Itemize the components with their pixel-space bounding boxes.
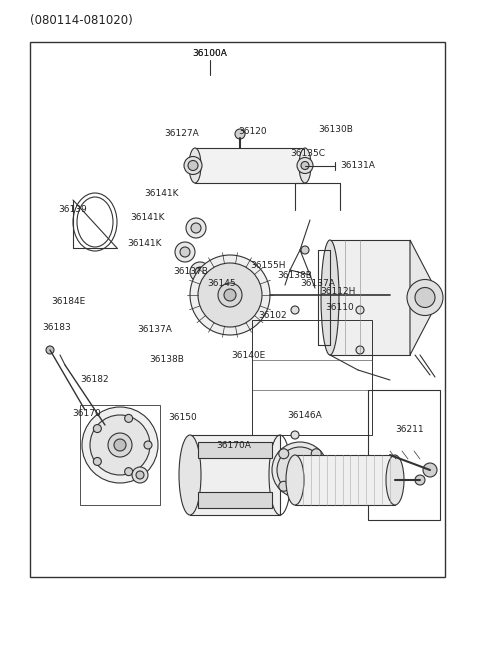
Circle shape [224, 289, 236, 301]
Circle shape [292, 462, 308, 478]
Circle shape [415, 288, 435, 307]
Circle shape [186, 218, 206, 238]
Circle shape [93, 424, 101, 432]
Circle shape [279, 449, 289, 458]
Circle shape [291, 431, 299, 439]
Text: 36137A: 36137A [300, 280, 336, 288]
Text: 36130B: 36130B [319, 126, 353, 134]
Text: 36100A: 36100A [192, 48, 228, 58]
Ellipse shape [299, 148, 311, 183]
Bar [252, 320, 372, 435]
Text: 36211: 36211 [396, 426, 424, 434]
Circle shape [114, 439, 126, 451]
Ellipse shape [179, 435, 201, 515]
Text: 36110: 36110 [325, 303, 354, 312]
Circle shape [291, 306, 299, 314]
Circle shape [235, 129, 245, 139]
Circle shape [415, 475, 425, 485]
Text: 36137A: 36137A [138, 326, 172, 335]
Text: 36120: 36120 [239, 126, 267, 136]
Bar [330, 240, 410, 355]
Circle shape [311, 449, 321, 458]
Circle shape [132, 467, 148, 483]
Text: 36141K: 36141K [128, 238, 162, 248]
Text: 36140E: 36140E [231, 350, 265, 360]
Circle shape [82, 407, 158, 483]
Text: 36183: 36183 [43, 322, 72, 331]
Circle shape [218, 283, 242, 307]
Text: 36138B: 36138B [277, 271, 312, 280]
Text: 36100A: 36100A [192, 50, 228, 58]
Text: 36141K: 36141K [145, 189, 179, 198]
Text: 36131A: 36131A [341, 160, 375, 170]
Bar [30, 42, 445, 577]
Circle shape [144, 441, 152, 449]
Bar [368, 390, 440, 520]
Circle shape [90, 415, 150, 475]
Text: 36138B: 36138B [150, 356, 184, 364]
Circle shape [407, 280, 443, 316]
Text: 36137B: 36137B [174, 267, 208, 276]
Ellipse shape [321, 240, 339, 355]
Circle shape [190, 262, 210, 282]
Bar [295, 455, 395, 505]
Text: 36170: 36170 [72, 409, 101, 417]
Circle shape [191, 223, 201, 233]
Ellipse shape [386, 455, 404, 505]
Text: 36184E: 36184E [51, 297, 85, 305]
Bar [80, 405, 160, 505]
Circle shape [125, 468, 132, 476]
Circle shape [184, 157, 202, 174]
Text: 36146A: 36146A [288, 411, 323, 419]
Bar [198, 492, 272, 508]
Circle shape [272, 442, 328, 498]
Text: 36112H: 36112H [320, 288, 356, 297]
Circle shape [311, 481, 321, 491]
Circle shape [190, 255, 270, 335]
Text: 36141K: 36141K [131, 214, 165, 223]
Circle shape [301, 162, 309, 170]
Circle shape [180, 247, 190, 257]
Circle shape [195, 267, 205, 277]
Circle shape [175, 242, 195, 262]
Circle shape [297, 157, 313, 174]
Bar [195, 148, 305, 183]
Ellipse shape [286, 455, 304, 505]
Circle shape [136, 471, 144, 479]
Text: 36102: 36102 [259, 310, 288, 320]
Circle shape [198, 263, 262, 327]
Circle shape [356, 306, 364, 314]
Bar [198, 442, 272, 458]
Circle shape [301, 246, 309, 254]
Circle shape [93, 457, 101, 466]
Circle shape [188, 160, 198, 170]
Text: 36155H: 36155H [250, 261, 286, 271]
Text: 36145: 36145 [208, 280, 236, 288]
Text: (080114-081020): (080114-081020) [30, 14, 133, 27]
Circle shape [125, 415, 132, 422]
Circle shape [46, 346, 54, 354]
Circle shape [108, 433, 132, 457]
Ellipse shape [189, 148, 201, 183]
Circle shape [279, 481, 289, 491]
Text: 36135C: 36135C [290, 149, 325, 157]
Text: 36127A: 36127A [165, 128, 199, 138]
Text: 36150: 36150 [168, 413, 197, 422]
Bar [190, 435, 280, 515]
Text: 36182: 36182 [81, 375, 109, 384]
Text: 36170A: 36170A [216, 441, 252, 449]
Circle shape [277, 447, 323, 493]
Polygon shape [410, 240, 440, 355]
Text: 36139: 36139 [59, 206, 87, 214]
Circle shape [423, 463, 437, 477]
Circle shape [356, 346, 364, 354]
